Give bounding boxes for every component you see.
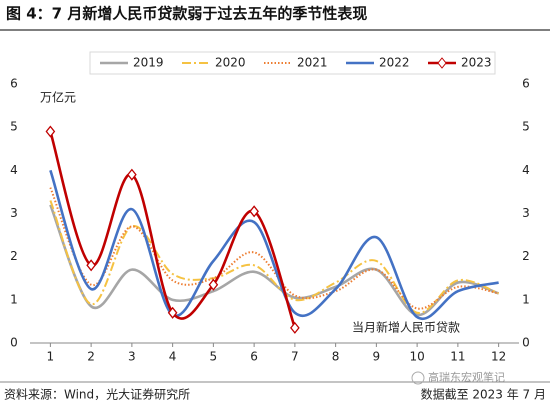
annotation: 当月新增人民币贷款 — [352, 320, 460, 335]
point-marker — [45, 125, 56, 138]
y-axis-label: 万亿元 — [40, 90, 76, 105]
y-tick-label: 6 — [10, 77, 18, 91]
x-tick-label: 4 — [169, 350, 177, 364]
y-tick-label: 0 — [10, 336, 18, 350]
x-tick-label: 5 — [210, 350, 218, 364]
x-tick-label: 10 — [409, 350, 424, 364]
x-tick-label: 3 — [128, 350, 136, 364]
y2-tick-label: 4 — [522, 163, 530, 177]
x-tick-label: 6 — [250, 350, 258, 364]
x-tick-label: 12 — [491, 350, 506, 364]
series-line — [49, 200, 499, 314]
y-tick-label: 3 — [10, 206, 18, 220]
series-line — [49, 187, 499, 310]
point-marker — [86, 259, 96, 272]
watermark-icon — [411, 371, 425, 385]
legend-label: 2019 — [133, 56, 164, 70]
legend-label: 2023 — [461, 56, 492, 70]
legend-label: 2021 — [297, 56, 328, 70]
y2-tick-label: 0 — [522, 336, 530, 350]
y-tick-label: 1 — [10, 292, 18, 306]
point-marker — [167, 306, 178, 319]
watermark: 高瑞东宏观笔记 — [428, 370, 505, 384]
point-marker — [208, 278, 219, 291]
legend-label: 2022 — [379, 56, 410, 70]
chart-title: 图 4：7 月新增人民币贷款弱于过去五年的季节性表现 — [6, 5, 367, 23]
x-tick-label: 9 — [373, 350, 381, 364]
series-line — [49, 204, 500, 317]
point-marker — [249, 205, 259, 218]
y-tick-label: 5 — [10, 120, 18, 134]
y2-tick-label: 3 — [522, 206, 530, 220]
y2-tick-label: 2 — [522, 249, 530, 263]
source: 资料来源：Wind，光大证券研究所 — [4, 387, 190, 402]
point-marker — [290, 321, 300, 334]
y-tick-label: 4 — [10, 163, 18, 177]
series-line — [49, 169, 499, 321]
point-marker — [127, 168, 137, 181]
x-tick-label: 11 — [450, 350, 465, 364]
x-tick-label: 2 — [87, 350, 95, 364]
legend-box — [89, 51, 496, 75]
series-line — [49, 131, 297, 329]
x-tick-label: 7 — [291, 350, 299, 364]
x-tick-label: 1 — [47, 350, 55, 364]
legend-marker — [437, 57, 447, 69]
note: 数据截至 2023 年 7 月 — [421, 387, 546, 402]
y2-tick-label: 6 — [522, 77, 530, 91]
y2-tick-label: 1 — [522, 292, 530, 306]
legend-label: 2020 — [215, 56, 246, 70]
y2-tick-label: 5 — [522, 120, 530, 134]
x-tick-label: 8 — [332, 350, 340, 364]
y-tick-label: 2 — [10, 249, 18, 263]
